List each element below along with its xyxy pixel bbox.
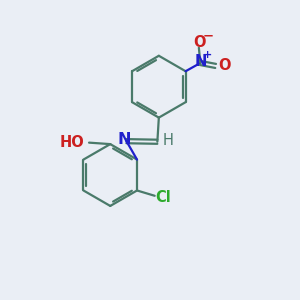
Text: O: O <box>218 58 231 73</box>
Text: N: N <box>117 132 131 147</box>
Text: N: N <box>195 54 207 69</box>
Text: +: + <box>203 50 212 60</box>
Text: HO: HO <box>60 134 85 149</box>
Text: O: O <box>193 35 206 50</box>
Text: H: H <box>162 133 173 148</box>
Text: −: − <box>202 30 213 43</box>
Text: Cl: Cl <box>156 190 171 205</box>
